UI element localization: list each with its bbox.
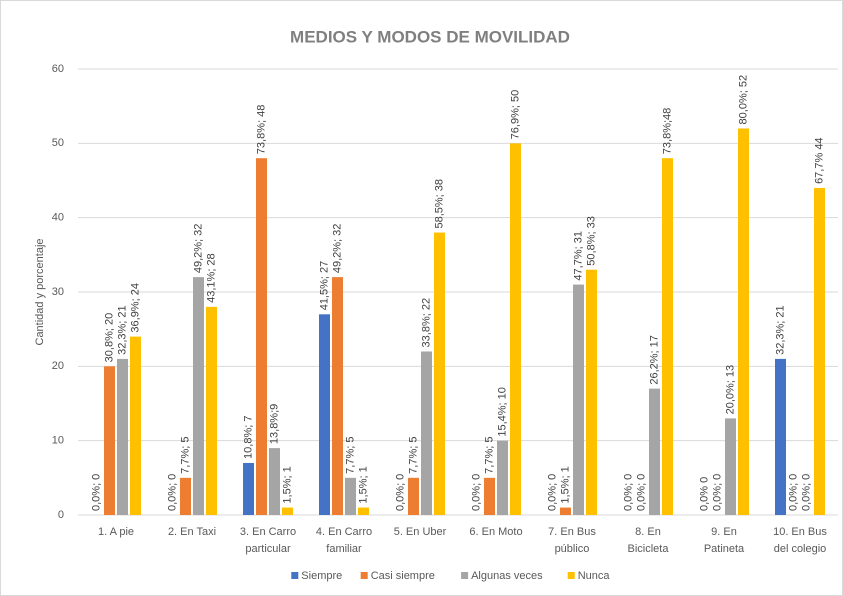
x-tick-label: 6. En Moto [469,526,522,538]
y-tick-label: 30 [52,286,64,298]
data-label: 0,0% 0 [698,477,710,511]
bar [738,128,749,515]
bar [560,507,571,515]
bar [117,358,128,515]
legend-label: Nunca [578,570,611,582]
x-tick-label: 9. En Patineta [704,526,745,555]
data-label: 7,7%; 5 [179,437,191,474]
data-label: 67,7% 44 [813,137,825,183]
data-label: 30,8%; 20 [103,313,115,363]
data-label: 76,9%; 50 [509,90,521,140]
bar [269,448,280,515]
y-tick-label: 40 [52,212,64,224]
bar [256,158,267,515]
data-label: 80,0%; 52 [737,75,749,125]
x-tick-label: 8. En Bicicleta [628,526,670,555]
x-tick-label: 5. En Uber [394,526,447,538]
legend-label: Algunas veces [471,570,543,582]
bar [130,336,141,515]
bar [282,507,293,515]
data-label: 0,0%; 0 [787,474,799,511]
data-label: 73,8%; 48 [255,105,267,155]
y-tick-label: 50 [52,137,64,149]
x-tick-label: 1. A pie [98,526,134,538]
bar [193,277,204,515]
bar [332,277,343,515]
y-tick-label: 60 [52,63,64,75]
data-label: 0,0%; 0 [166,474,178,511]
data-label: 0,0%; 0 [635,474,647,511]
bar [243,462,254,515]
data-label: 1,5%; 1 [559,466,571,503]
data-label: 15,4%; 10 [496,387,508,437]
data-label: 26,2%; 17 [648,335,660,385]
data-label: 1,5%; 1 [281,466,293,503]
data-label: 1,5%; 1 [357,466,369,503]
data-label: 0,0%; 0 [394,474,406,511]
bar [319,314,330,515]
data-label: 7,7%; 5 [407,437,419,474]
bar [586,269,597,515]
bar [408,477,419,515]
data-label: 32,3%; 21 [116,305,128,355]
bar [662,158,673,515]
data-label: 7,7%; 5 [344,437,356,474]
data-label: 7,7%; 5 [483,437,495,474]
x-tick-label: 3. En Carro particular [240,526,296,555]
legend-label: Siempre [301,570,342,582]
data-label: 50,8%; 33 [585,216,597,266]
data-label: 13,8%;9 [268,404,280,444]
y-axis-label: Cantidad y porcentaje [34,238,46,345]
bar [649,388,660,515]
bar [510,143,521,516]
legend-swatch [567,572,575,579]
data-label: 36,9%; 24 [129,283,141,333]
data-label: 58,5%; 38 [433,179,445,229]
data-label: 0,0%; 0 [711,474,723,511]
data-label: 41,5%; 27 [318,261,330,311]
bar [484,477,495,515]
bar [814,187,825,515]
bar [345,477,356,515]
legend-swatch [360,572,368,579]
x-tick-label: 2. En Taxi [168,526,216,538]
legend-label: Casi siempre [371,570,435,582]
data-label: 73,8%;48 [661,108,673,154]
data-label: 20,0%; 13 [724,365,736,415]
bar [206,306,217,515]
data-label: 10,8%; 7 [242,416,254,459]
data-label: 0,0%; 0 [470,474,482,511]
x-tick-label: 7. En Bus público [548,526,596,555]
legend-swatch [291,572,299,579]
data-label: 47,7%; 31 [572,231,584,281]
data-label: 43,1%; 28 [205,253,217,303]
y-tick-label: 10 [52,435,64,447]
x-tick-label: 10. En Bus del colegio [773,526,827,555]
data-label: 0,0%; 0 [622,474,634,511]
y-tick-label: 0 [58,509,64,521]
data-label: 0,0%; 0 [800,474,812,511]
bar [358,507,369,515]
bar [104,366,115,515]
data-label: 49,2%; 32 [331,224,343,274]
bar [434,232,445,516]
x-tick-label: 4. En Carro familiar [316,526,372,555]
bar [775,358,786,515]
chart-title: MEDIOS Y MODOS DE MOVILIDAD [290,27,570,46]
legend-swatch [461,572,469,579]
data-label: 32,3%; 21 [774,305,786,355]
bar [725,418,736,515]
bar [180,477,191,515]
data-label: 0,0%; 0 [546,474,558,511]
bar [421,351,432,515]
data-label: 33,8%; 22 [420,298,432,348]
bar [497,440,508,515]
bar [573,284,584,515]
y-tick-label: 20 [52,360,64,372]
data-label: 49,2%; 32 [192,224,204,274]
data-label: 0,0%; 0 [90,474,102,511]
